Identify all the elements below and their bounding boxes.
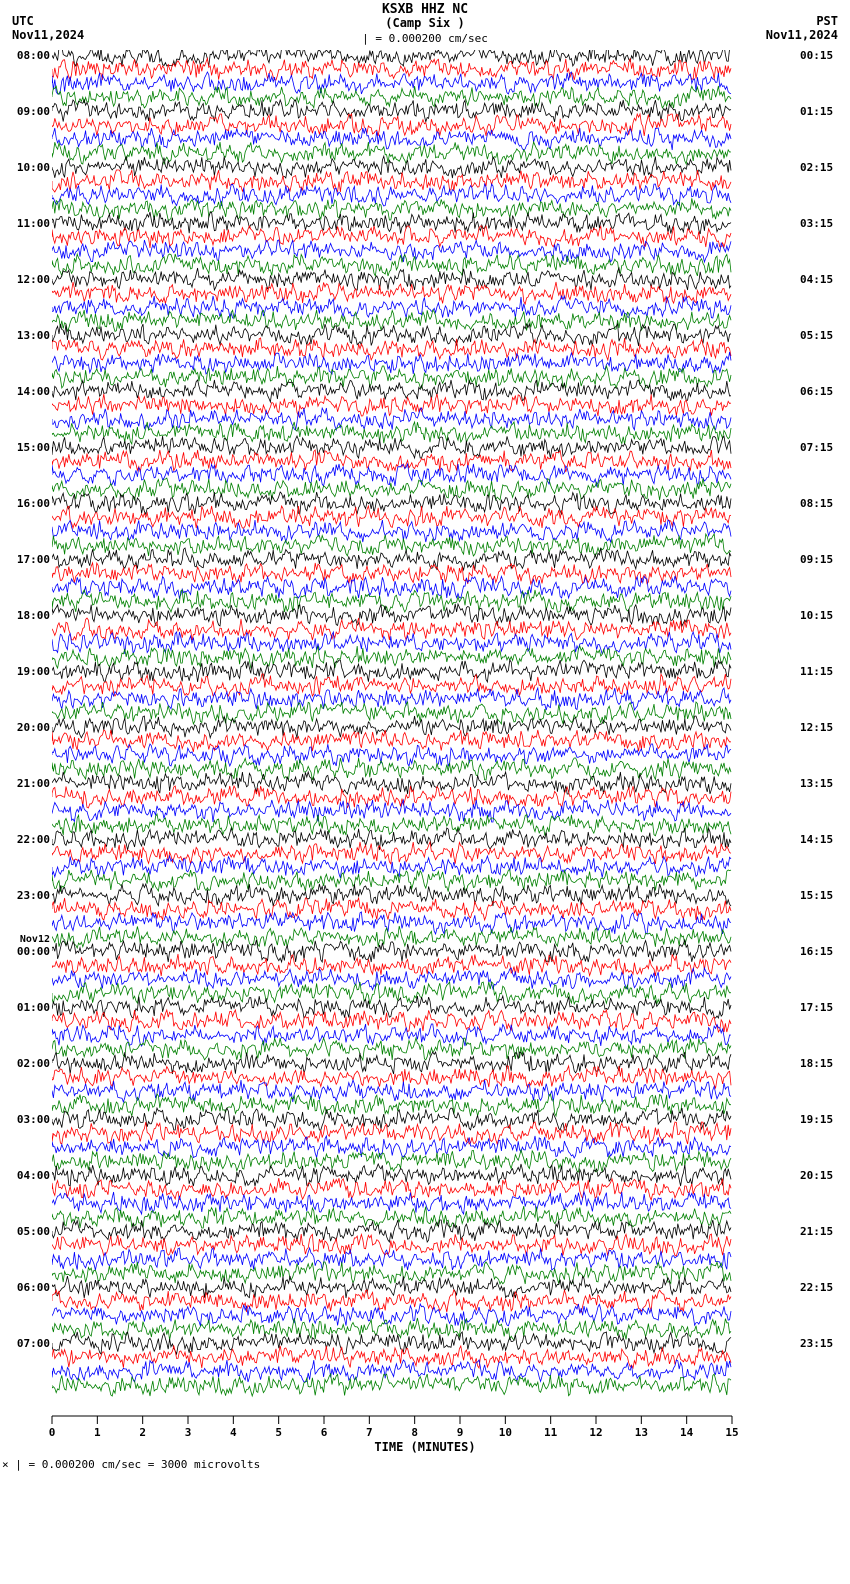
pst-hour-label: 11:15 [800, 665, 833, 678]
seismic-traces [52, 50, 732, 1414]
pst-hour-label: 03:15 [800, 217, 833, 230]
pst-hour-label: 21:15 [800, 1225, 833, 1238]
utc-hour-label: 13:00 [17, 329, 50, 342]
pst-hour-label: 15:15 [800, 889, 833, 902]
pst-hour-label: 10:15 [800, 609, 833, 622]
utc-hour-label: 04:00 [17, 1169, 50, 1182]
scale-indicator: | = 0.000200 cm/sec [0, 32, 850, 45]
utc-hour-label: 16:00 [17, 497, 50, 510]
station-title: KSXB HHZ NC [0, 2, 850, 17]
utc-hour-label: 12:00 [17, 273, 50, 286]
pst-hour-label: 18:15 [800, 1057, 833, 1070]
utc-hour-label: 06:00 [17, 1281, 50, 1294]
utc-hour-label: 05:00 [17, 1225, 50, 1238]
utc-hour-label: 22:00 [17, 833, 50, 846]
pst-hour-label: 17:15 [800, 1001, 833, 1014]
utc-hour-label: 21:00 [17, 777, 50, 790]
x-axis: TIME (MINUTES) 0123456789101112131415 [0, 1414, 850, 1454]
pst-hour-label: 12:15 [800, 721, 833, 734]
header: UTC Nov11,2024 KSXB HHZ NC (Camp Six ) |… [0, 0, 850, 50]
pst-hour-label: 01:15 [800, 105, 833, 118]
utc-hour-label: 11:00 [17, 217, 50, 230]
utc-hour-label: 03:00 [17, 1113, 50, 1126]
seismogram-container: UTC Nov11,2024 KSXB HHZ NC (Camp Six ) |… [0, 0, 850, 1481]
utc-hour-label: 02:00 [17, 1057, 50, 1070]
station-subtitle: (Camp Six ) [0, 16, 850, 30]
pst-hour-label: 09:15 [800, 553, 833, 566]
pst-hour-label: 20:15 [800, 1169, 833, 1182]
utc-hour-label: 15:00 [17, 441, 50, 454]
pst-hour-label: 13:15 [800, 777, 833, 790]
utc-hour-label: 10:00 [17, 161, 50, 174]
utc-hour-label: 07:00 [17, 1337, 50, 1350]
utc-hour-label: 19:00 [17, 665, 50, 678]
pst-label: PST [816, 14, 838, 28]
utc-hour-label: 08:00 [17, 49, 50, 62]
utc-hour-label: 01:00 [17, 1001, 50, 1014]
pst-hour-label: 19:15 [800, 1113, 833, 1126]
utc-hour-label: 23:00 [17, 889, 50, 902]
pst-hour-label: 06:15 [800, 385, 833, 398]
seismogram-plot: 08:00 09:00 10:00 11:00 12:00 13:00 14:00 15:00… [0, 50, 850, 1414]
x-axis-label: TIME (MINUTES) [0, 1440, 850, 1454]
pst-hour-label: 16:15 [800, 945, 833, 958]
pst-hour-label: 23:15 [800, 1337, 833, 1350]
pst-hour-label: 22:15 [800, 1281, 833, 1294]
utc-hour-label: 14:00 [17, 385, 50, 398]
pst-date: Nov11,2024 [766, 28, 838, 42]
pst-hour-label: 02:15 [800, 161, 833, 174]
utc-hour-label: 00:00 [17, 945, 50, 958]
footer-scale: × | = 0.000200 cm/sec = 3000 microvolts [0, 1454, 850, 1481]
utc-hour-label: 20:00 [17, 721, 50, 734]
pst-hour-label: 14:15 [800, 833, 833, 846]
utc-midnight-date: Nov12 [20, 934, 50, 945]
utc-hour-label: 09:00 [17, 105, 50, 118]
utc-hour-label: 17:00 [17, 553, 50, 566]
pst-hour-label: 05:15 [800, 329, 833, 342]
pst-hour-label: 04:15 [800, 273, 833, 286]
pst-hour-label: 00:15 [800, 49, 833, 62]
pst-hour-label: 08:15 [800, 497, 833, 510]
utc-hour-label: 18:00 [17, 609, 50, 622]
pst-hour-label: 07:15 [800, 441, 833, 454]
